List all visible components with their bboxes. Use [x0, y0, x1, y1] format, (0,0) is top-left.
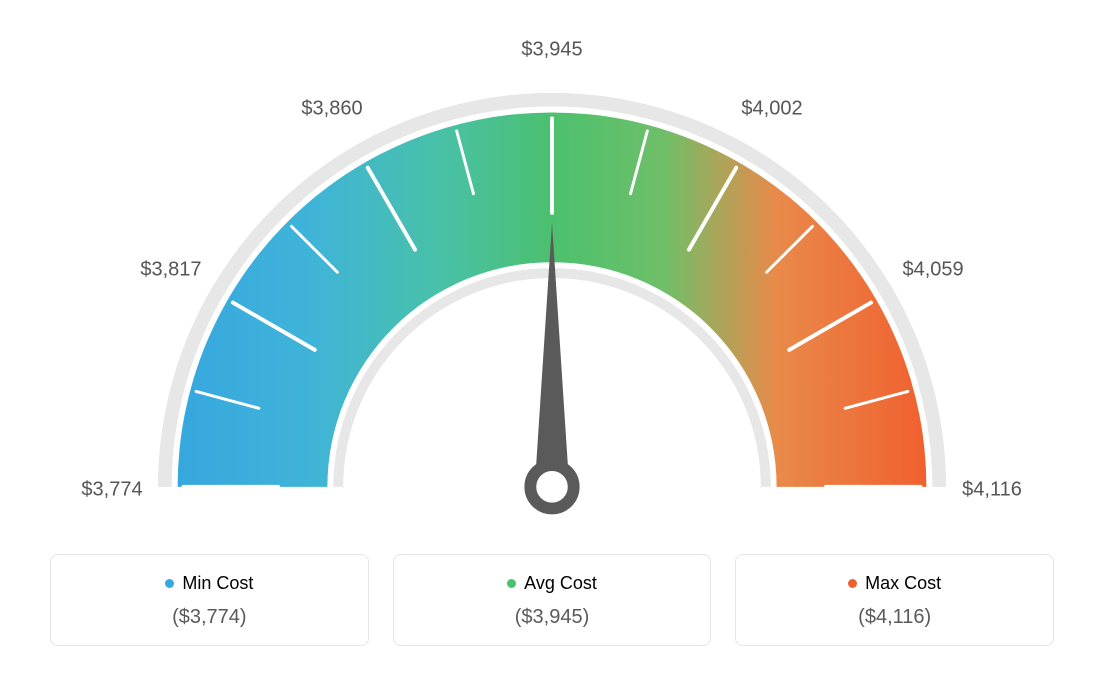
legend-title-min: Min Cost — [165, 573, 253, 594]
legend-value-max: ($4,116) — [746, 606, 1043, 629]
gauge-tick-label: $4,116 — [962, 479, 1022, 502]
legend-value-min: ($3,774) — [61, 606, 358, 629]
legend-value-avg: ($3,945) — [404, 606, 701, 629]
gauge-tick-label: $3,774 — [81, 479, 142, 502]
legend-dot-min — [165, 579, 174, 588]
gauge-tick-label: $4,059 — [902, 259, 963, 282]
legend-label-max: Max Cost — [865, 573, 941, 594]
gauge-tick-label: $3,817 — [140, 259, 201, 282]
legend-card-min: Min Cost ($3,774) — [50, 554, 369, 646]
legend-title-avg: Avg Cost — [507, 573, 597, 594]
legend-row: Min Cost ($3,774) Avg Cost ($3,945) Max … — [20, 554, 1084, 646]
legend-label-min: Min Cost — [182, 573, 253, 594]
legend-dot-avg — [507, 579, 516, 588]
gauge-tick-label: $3,860 — [301, 97, 362, 120]
legend-dot-max — [848, 579, 857, 588]
gauge-tick-label: $3,945 — [521, 39, 582, 62]
legend-title-max: Max Cost — [848, 573, 941, 594]
legend-card-avg: Avg Cost ($3,945) — [393, 554, 712, 646]
legend-label-avg: Avg Cost — [524, 573, 597, 594]
gauge-tick-label: $4,002 — [741, 97, 802, 120]
gauge-chart: $3,774 $3,817 $3,860 $3,945 $4,002 $4,059 $4,1… — [20, 20, 1084, 530]
legend-card-max: Max Cost ($4,116) — [735, 554, 1054, 646]
